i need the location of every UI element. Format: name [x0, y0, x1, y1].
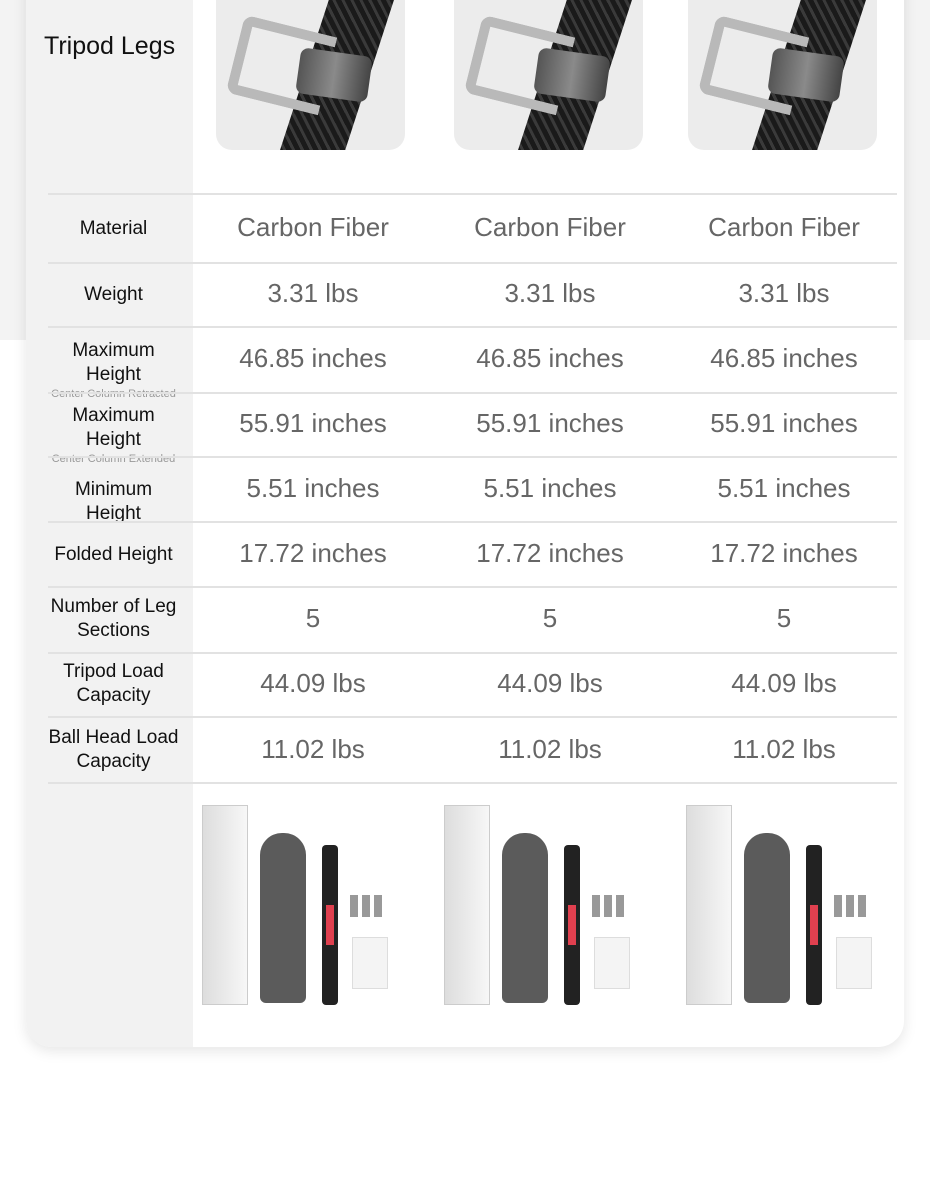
spec-value: 17.72 inches [710, 537, 858, 568]
package-contents-image [674, 805, 874, 1010]
spec-label: Ball Head Load Capacity [48, 726, 179, 774]
spec-label: Number of Leg Sections [48, 595, 179, 643]
spec-value: 55.91 inches [710, 408, 858, 438]
spec-row: Maximum Height Center Column Retracted 46.… [48, 326, 897, 400]
spec-value: 55.91 inches [476, 408, 624, 438]
package-contents-image [190, 805, 390, 1010]
spec-value: 5.51 inches [246, 472, 380, 503]
divider [48, 782, 897, 784]
spec-value: 11.02 lbs [732, 733, 836, 764]
spec-value: 5 [305, 603, 321, 633]
spec-label-text: Tripod Load Capacity [63, 661, 164, 706]
spec-value: Carbon Fiber [474, 211, 626, 242]
spec-value: 44.09 lbs [731, 668, 837, 698]
tripod-leg-image [688, 0, 877, 150]
spec-value: 11.02 lbs [498, 733, 602, 764]
spec-value: 5.51 inches [717, 472, 851, 503]
spec-value: 11.02 lbs [261, 733, 365, 764]
spec-value: 17.72 inches [239, 537, 387, 568]
spec-value: 46.85 inches [239, 343, 387, 373]
spec-value: 5 [776, 603, 792, 633]
label-column [26, 0, 193, 1047]
spec-row: Maximum Height Center Column Extended 55.9… [48, 392, 897, 465]
spec-row: Minimum Height 5.51 inches 5.51 inches 5.51… [48, 456, 897, 526]
spec-row: Folded Height 17.72 inches 17.72 inches 17.… [48, 521, 897, 588]
tripod-leg-image [216, 0, 405, 150]
spec-value: 3.31 lbs [504, 278, 596, 308]
spec-value: 46.85 inches [476, 343, 624, 373]
spec-label: Tripod Load Capacity [48, 660, 179, 708]
spec-value: 5.51 inches [483, 472, 617, 503]
spec-value: 3.31 lbs [267, 278, 359, 308]
spec-value: Carbon Fiber [237, 211, 389, 242]
spec-row: Weight 3.31 lbs 3.31 lbs 3.31 lbs [48, 262, 897, 328]
spec-row: Number of Leg Sections 5 5 5 [48, 586, 897, 654]
section-title: Tripod Legs [44, 32, 176, 60]
spec-label: Folded Height [48, 543, 179, 567]
spec-value: Carbon Fiber [708, 211, 860, 242]
spec-row: Tripod Load Capacity 44.09 lbs 44.09 lbs 44… [48, 652, 897, 718]
spec-value: 5 [542, 603, 558, 633]
spec-label-text: Maximum Height [72, 405, 155, 450]
spec-value: 3.31 lbs [738, 278, 830, 308]
spec-label: Weight [48, 283, 179, 307]
spec-label: Maximum Height Center Column Retracted [48, 339, 179, 401]
spec-label-text: Number of Leg Sections [50, 596, 177, 641]
spec-value: 46.85 inches [710, 343, 858, 373]
spec-label-text: Folded Height [54, 543, 173, 565]
package-contents-image [432, 805, 632, 1010]
spec-label-text: Maximum Height [72, 340, 155, 385]
spec-row: Ball Head Load Capacity 11.02 lbs 11.02 lb… [48, 716, 897, 785]
spec-value: 44.09 lbs [497, 668, 603, 698]
spec-value: 55.91 inches [239, 408, 387, 438]
spec-sublabel: Center Column Retracted [51, 388, 176, 400]
tripod-leg-image [454, 0, 643, 150]
comparison-table: Tripod Legs Material Carbon Fiber Carbon F… [26, 0, 904, 1047]
spec-label-text: Material [79, 217, 148, 239]
spec-label: Minimum Height [48, 478, 179, 526]
spec-label-text: Minimum Height [74, 478, 153, 524]
spec-value: 44.09 lbs [260, 668, 366, 698]
spec-value: 17.72 inches [476, 537, 624, 568]
spec-label-text: Weight [84, 284, 143, 305]
spec-label: Material [48, 217, 179, 241]
spec-label-text: Ball Head Load Capacity [48, 726, 179, 772]
spec-row: Material Carbon Fiber Carbon Fiber Carbon F… [48, 193, 897, 264]
